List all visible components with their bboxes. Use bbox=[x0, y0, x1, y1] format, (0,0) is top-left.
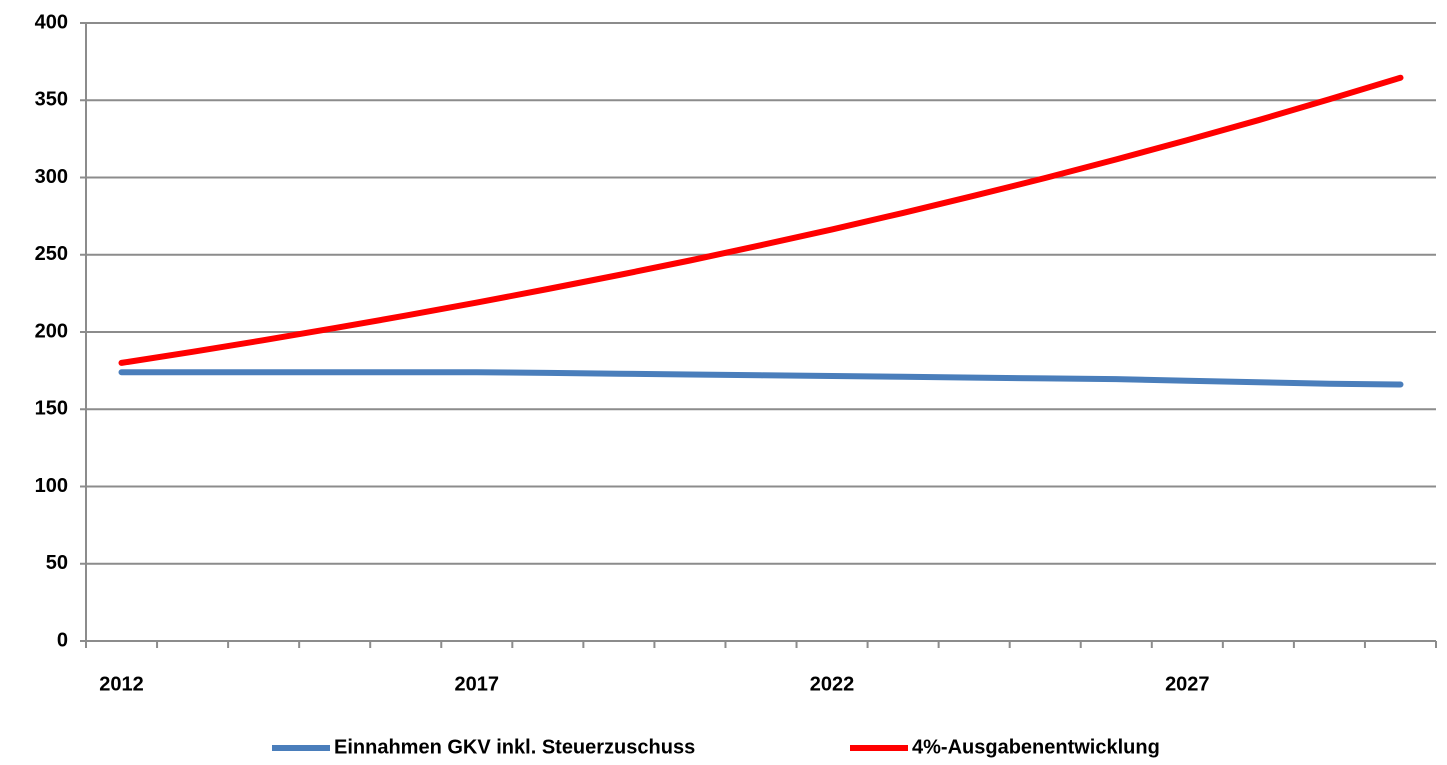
series-line bbox=[118, 369, 1404, 388]
x-tick-label: 2027 bbox=[1165, 673, 1210, 695]
y-tick-label: 100 bbox=[35, 475, 68, 497]
y-tick-label: 150 bbox=[35, 398, 68, 420]
y-tick-label: 250 bbox=[35, 243, 68, 265]
y-tick-label: 350 bbox=[35, 89, 68, 111]
series-line bbox=[118, 74, 1404, 366]
x-tick-label: 2022 bbox=[810, 673, 855, 695]
y-tick-label: 50 bbox=[46, 552, 68, 574]
y-tick-label: 200 bbox=[35, 320, 68, 342]
y-tick-label: 0 bbox=[57, 629, 68, 651]
x-tick-label: 2017 bbox=[455, 673, 500, 695]
y-tick-label: 400 bbox=[35, 11, 68, 33]
legend-label: Einnahmen GKV inkl. Steuerzuschuss bbox=[334, 736, 695, 758]
legend-label: 4%-Ausgabenentwicklung bbox=[912, 736, 1160, 758]
y-tick-label: 300 bbox=[35, 166, 68, 188]
x-tick-label: 2012 bbox=[99, 673, 144, 695]
